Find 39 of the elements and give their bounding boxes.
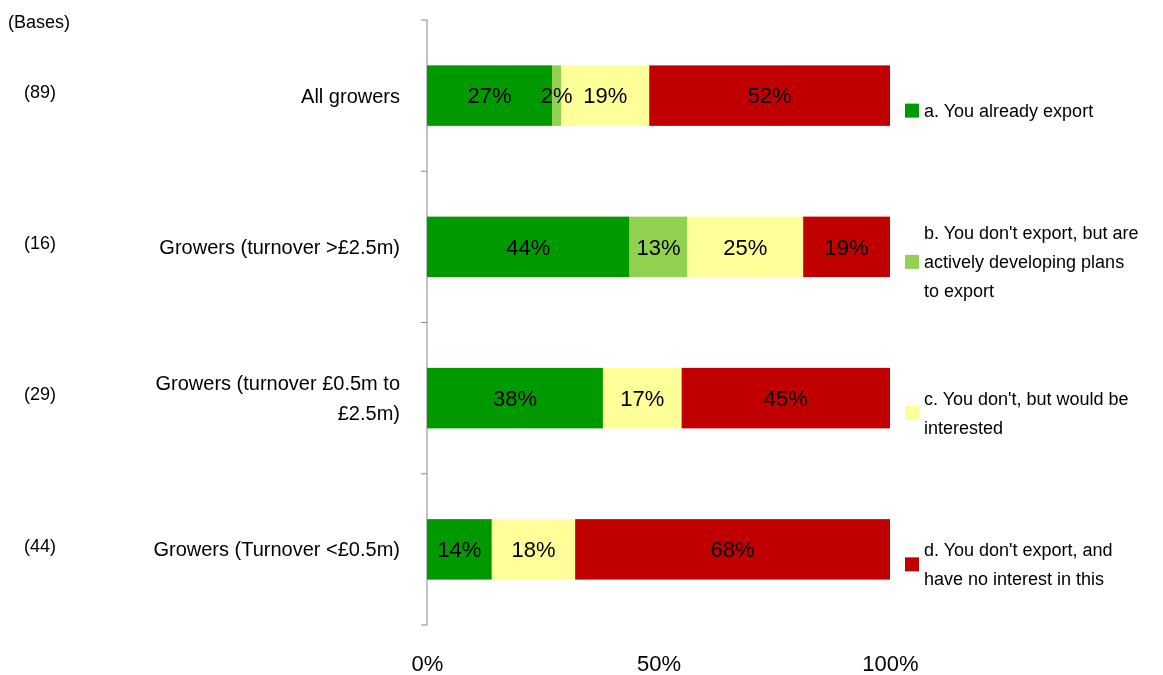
text: (16) (23, 233, 57, 254)
data-label: 38% (492, 385, 537, 411)
text: (Bases) (8, 12, 71, 33)
bar (602, 367, 682, 429)
data-label: 44% (506, 234, 551, 260)
bar (681, 367, 890, 429)
bar (427, 519, 492, 580)
x-tick-label: 50% (636, 650, 682, 675)
data-label: 19% (824, 234, 869, 260)
data-label: 68% (710, 537, 755, 563)
bar (803, 216, 890, 278)
y-tick-label: All growers (301, 84, 400, 107)
data-label: 45% (763, 385, 808, 411)
y-tick-label: Growers (Turnover <£0.5m) (153, 538, 400, 561)
y-tick-label: Growers (turnover £0.5m to £2.5m) (155, 372, 400, 425)
data-label: 13% (636, 234, 681, 260)
data-label: 19% (583, 83, 628, 109)
text: (44) (23, 535, 57, 556)
bar (649, 65, 890, 126)
data-label: 27% (467, 83, 512, 109)
legend-label: c. You don't, but would be interested (924, 388, 1129, 438)
bar (427, 367, 603, 429)
legend-label: b. You don't export, but are actively developing plans to export (924, 223, 1139, 302)
legend-label: a. You already export (924, 100, 1094, 121)
data-label: 14% (437, 537, 482, 563)
data-label: 52% (747, 83, 792, 109)
bar (427, 216, 630, 278)
data-label: 17% (620, 385, 665, 411)
data-label: 25% (723, 234, 768, 260)
x-tick-label: 0% (411, 650, 444, 675)
text: (89) (23, 81, 57, 102)
legend-label: d. You don't export, and have no interest in this (924, 540, 1113, 590)
bar (575, 519, 890, 580)
bar (491, 519, 576, 580)
bar (687, 216, 804, 278)
x-tick-label: 100% (862, 650, 919, 675)
y-tick-label: Growers (turnover >£2.5m) (159, 235, 400, 258)
text: (29) (23, 384, 57, 405)
data-label: 18% (511, 537, 556, 563)
